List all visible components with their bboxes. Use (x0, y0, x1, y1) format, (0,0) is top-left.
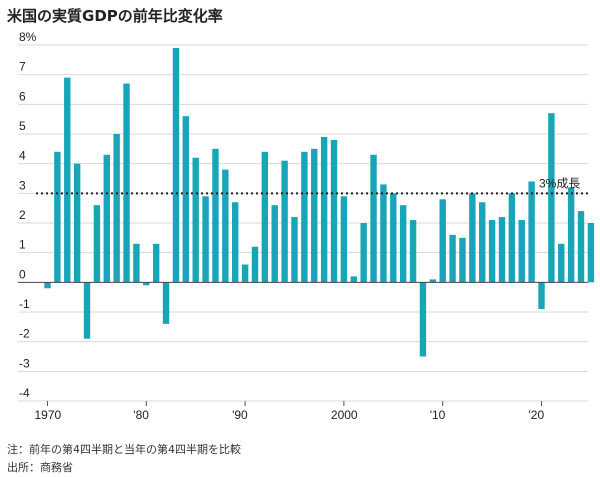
bar (399, 205, 407, 283)
bar (429, 279, 437, 283)
bar (54, 151, 61, 283)
y-tick-label: -3 (19, 356, 30, 370)
bar (587, 223, 595, 283)
bar (518, 220, 525, 283)
source-note: 出所：商務省 (7, 461, 73, 474)
reference-line-label: 3%成長 (539, 176, 580, 190)
bar (182, 116, 190, 283)
y-tick-label: -2 (19, 327, 30, 341)
bar (64, 77, 71, 283)
y-tick-label: 1 (19, 238, 26, 252)
bar (548, 113, 555, 283)
y-tick-label: 3 (19, 178, 26, 192)
bar (577, 211, 585, 283)
chart-title: 米国の実質GDPの前年比変化率 (7, 7, 223, 25)
bar (459, 237, 466, 283)
x-tick-label: '20 (529, 408, 545, 422)
y-tick-label: 4 (19, 149, 26, 163)
bar (133, 243, 140, 283)
bar (241, 264, 249, 283)
bar (508, 193, 516, 283)
reference-line-group: 3%成長 (36, 176, 588, 195)
bar (340, 196, 348, 283)
y-tick-label: 0 (19, 267, 26, 281)
bar (370, 154, 377, 283)
y-tick-label: 7 (19, 60, 26, 74)
bar (360, 223, 367, 283)
bar (261, 151, 269, 283)
bar (301, 151, 308, 283)
bar (439, 199, 446, 283)
bar (103, 154, 110, 283)
bar (113, 134, 120, 283)
bars (44, 47, 595, 357)
bar (488, 220, 496, 283)
bar (380, 184, 387, 283)
bar (419, 282, 427, 357)
y-tick-label: 6 (19, 89, 26, 103)
y-tick-label: -1 (19, 297, 30, 311)
bar (281, 160, 288, 283)
bar (291, 217, 298, 283)
x-tick-label: '90 (232, 408, 248, 422)
bar (330, 139, 338, 283)
y-tick-label: 8% (19, 30, 37, 44)
bar (498, 217, 506, 283)
bar (93, 205, 101, 283)
bar (390, 193, 397, 283)
y-tick-label: 2 (19, 208, 26, 222)
bar (469, 193, 476, 283)
bar (222, 169, 229, 283)
bar (538, 282, 545, 310)
bar (192, 157, 199, 283)
x-tick-label: '80 (133, 408, 149, 422)
x-axis-ticks: 1970 '80 '90 2000 '10 '20 (35, 401, 545, 422)
bar (202, 196, 209, 283)
bar (83, 282, 91, 339)
gridlines (18, 44, 588, 402)
bar (162, 282, 170, 324)
footnote: 注：前年の第4四半期と当年の第4四半期を比較 (7, 443, 241, 456)
bar (251, 246, 259, 283)
x-tick-label: '10 (430, 408, 446, 422)
x-tick-label: 1970 (35, 408, 62, 422)
bar (449, 234, 456, 283)
bar (232, 202, 239, 283)
bar (567, 187, 575, 283)
bar (123, 83, 130, 283)
bar (320, 136, 328, 283)
y-tick-label: -4 (19, 386, 30, 400)
bar (44, 282, 51, 289)
bar (558, 243, 565, 283)
y-axis-ticks: 8% 7 6 5 4 3 2 1 0 -1 -2 -3 -4 (19, 30, 37, 400)
bar (73, 163, 81, 283)
bar (350, 276, 357, 283)
bar (271, 205, 278, 283)
bar (172, 47, 180, 283)
x-tick-label: 2000 (331, 408, 358, 422)
bar (143, 282, 150, 286)
y-tick-label: 5 (19, 119, 26, 133)
bar (212, 148, 219, 283)
bar (311, 148, 318, 283)
bar (152, 243, 160, 283)
bar (528, 181, 535, 283)
bar (479, 202, 486, 283)
bar (409, 220, 417, 283)
